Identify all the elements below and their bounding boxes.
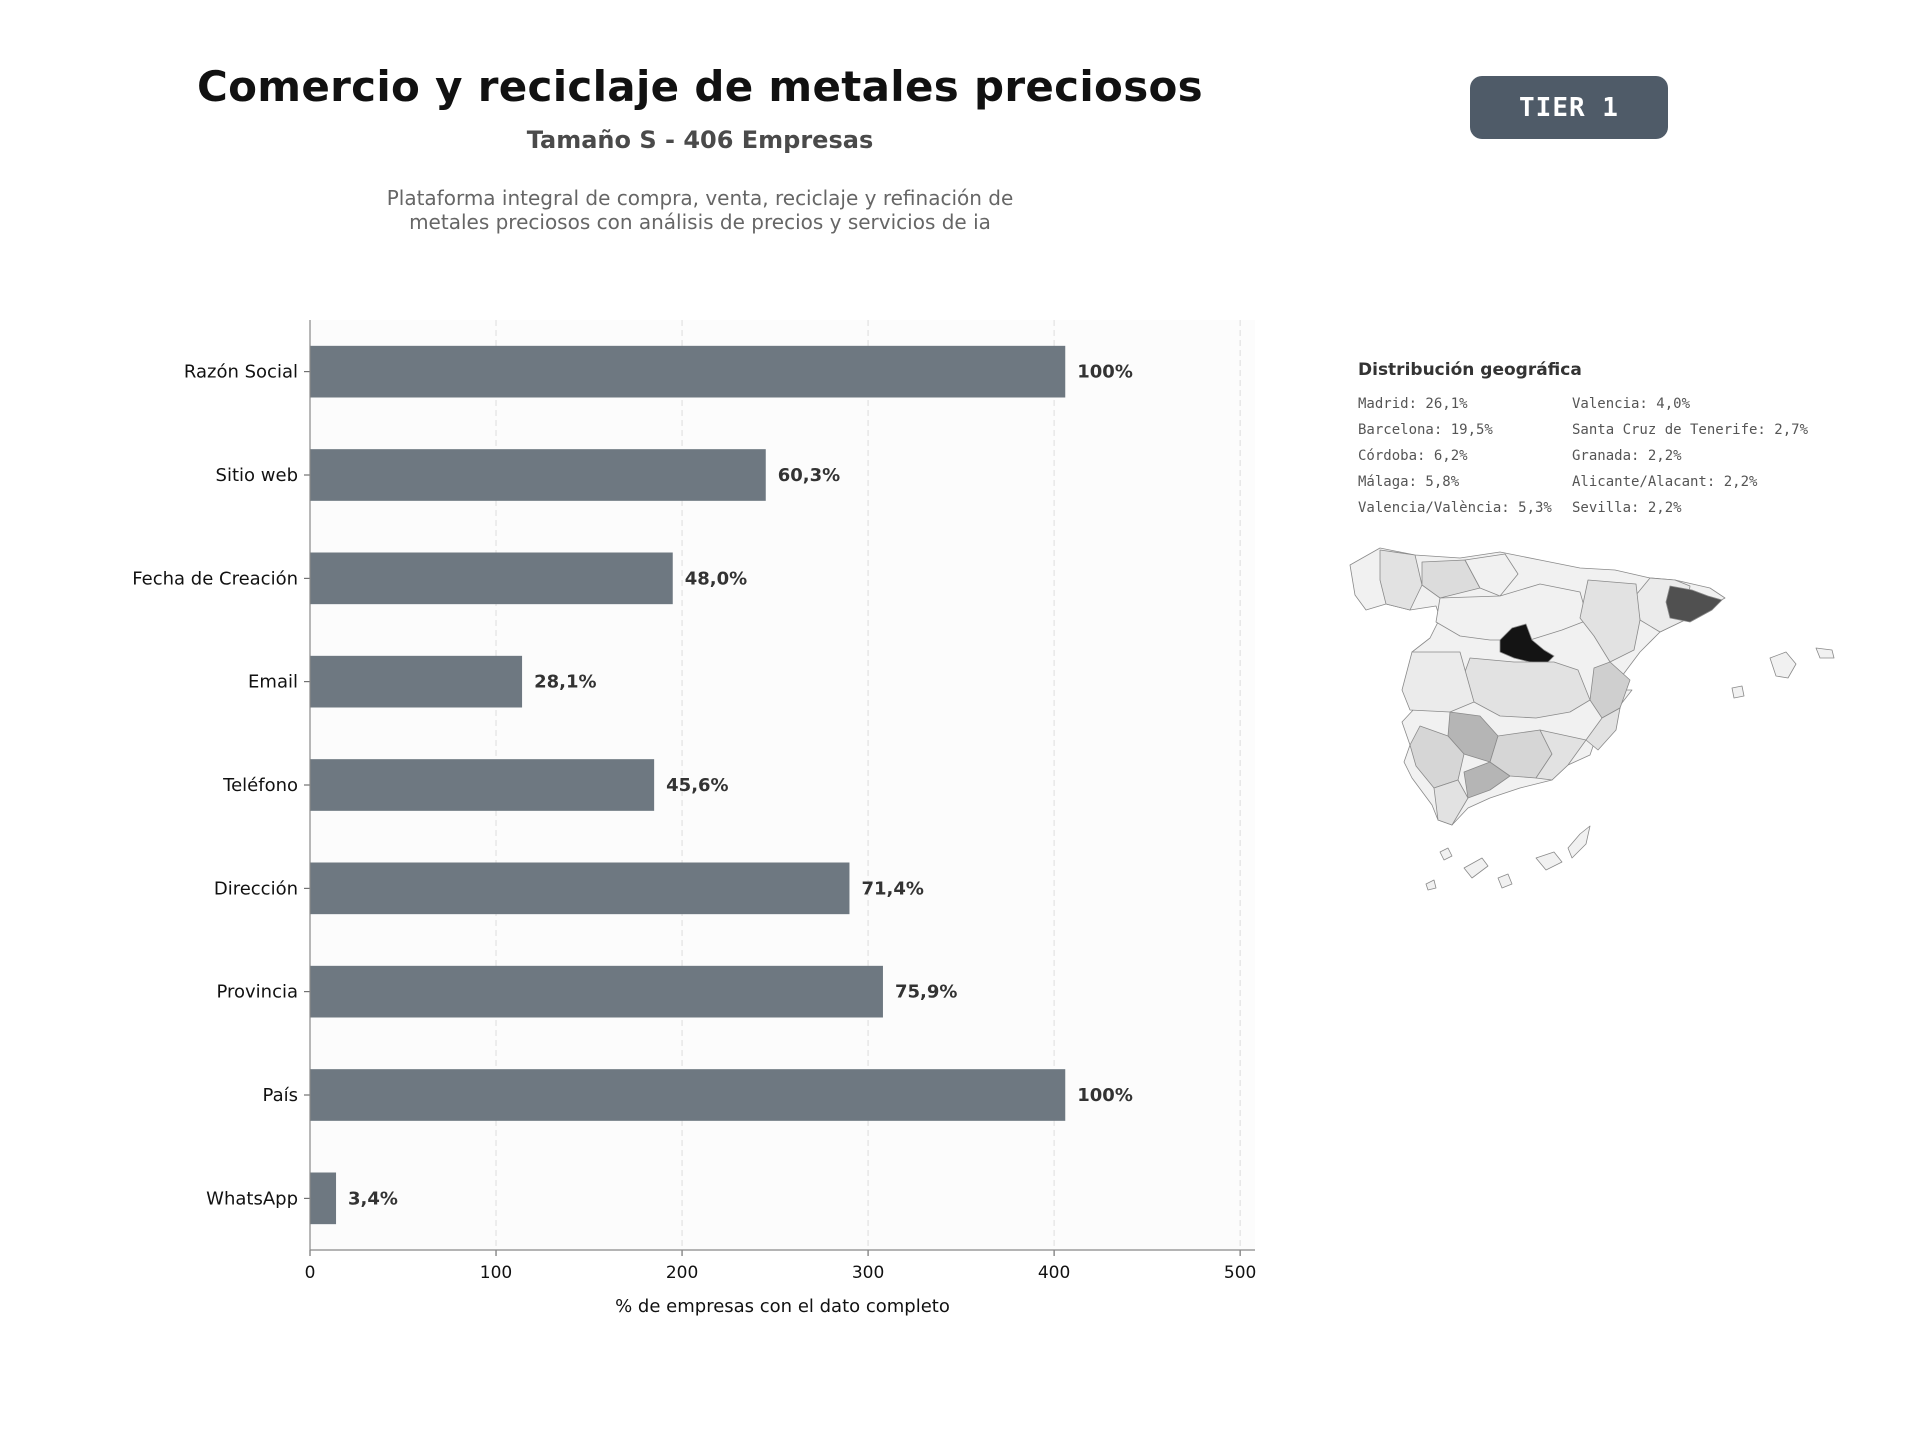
geo-item: Valencia/València: 5,3% bbox=[1358, 500, 1552, 516]
map-madrid bbox=[1499, 623, 1555, 665]
map-malaga bbox=[1463, 761, 1511, 799]
geo-item: Granada: 2,2% bbox=[1572, 448, 1682, 464]
x-tick-label: 400 bbox=[1038, 1263, 1070, 1283]
map-canary-2 bbox=[1463, 857, 1489, 879]
bar bbox=[310, 759, 655, 811]
map-canary-3 bbox=[1497, 873, 1513, 889]
value-label: 100% bbox=[1077, 1085, 1133, 1106]
map-barcelona bbox=[1665, 585, 1723, 623]
value-label: 28,1% bbox=[534, 672, 596, 693]
category-label: Sitio web bbox=[216, 465, 298, 486]
geo-item: Santa Cruz de Tenerife: 2,7% bbox=[1572, 422, 1809, 438]
x-axis-title: % de empresas con el dato completo bbox=[615, 1296, 950, 1317]
geo-item: Madrid: 26,1% bbox=[1358, 396, 1468, 412]
tier-badge-label: TIER 1 bbox=[1519, 92, 1619, 123]
geo-item: Córdoba: 6,2% bbox=[1358, 448, 1468, 464]
page-description: Plataforma integral de compra, venta, re… bbox=[330, 186, 1070, 234]
header: Comercio y reciclaje de metales precioso… bbox=[0, 0, 1400, 260]
map-cadiz bbox=[1433, 779, 1469, 826]
value-label: 45,6% bbox=[666, 775, 728, 796]
bar bbox=[310, 1069, 1066, 1121]
map-canary-5 bbox=[1567, 825, 1591, 859]
value-label: 3,4% bbox=[348, 1188, 398, 1209]
category-label: Email bbox=[248, 672, 298, 693]
bar-chart: 0 100 200 300 400 500 Razón Social 100% Sitio we… bbox=[132, 320, 1256, 1317]
bar bbox=[310, 552, 673, 605]
description-line-2: metales preciosos con análisis de precio… bbox=[409, 210, 991, 234]
page-subtitle: Tamaño S - 406 Empresas bbox=[526, 126, 874, 154]
map-north-1 bbox=[1421, 559, 1481, 599]
page-title: Comercio y reciclaje de metales precioso… bbox=[197, 62, 1203, 111]
bar bbox=[310, 1172, 337, 1225]
bar bbox=[310, 655, 523, 708]
category-label: País bbox=[263, 1085, 298, 1106]
value-label: 75,9% bbox=[895, 982, 957, 1003]
x-tick-label: 100 bbox=[480, 1263, 512, 1283]
geo-item: Málaga: 5,8% bbox=[1358, 474, 1460, 490]
bar bbox=[310, 965, 883, 1018]
x-tick-label: 0 bbox=[305, 1263, 316, 1283]
map-menorca bbox=[1815, 647, 1835, 659]
geo-item: Barcelona: 19,5% bbox=[1358, 422, 1493, 438]
geo-list: Madrid: 26,1% Valencia: 4,0% Barcelona: 19… bbox=[1358, 394, 1878, 518]
geo-item: Valencia: 4,0% bbox=[1572, 396, 1691, 412]
x-tick-label: 500 bbox=[1224, 1263, 1256, 1283]
geo-item: Sevilla: 2,2% bbox=[1572, 500, 1682, 516]
map-ibiza bbox=[1731, 685, 1745, 699]
bar bbox=[310, 345, 1066, 398]
geo-distribution: Distribución geográfica Madrid: 26,1% Val… bbox=[1358, 360, 1878, 518]
bar bbox=[310, 449, 766, 501]
value-label: 48,0% bbox=[685, 568, 747, 589]
value-label: 71,4% bbox=[861, 878, 923, 899]
category-label: WhatsApp bbox=[206, 1188, 298, 1209]
x-tick-label: 200 bbox=[666, 1263, 698, 1283]
map-galicia bbox=[1379, 549, 1423, 611]
description-line-1: Plataforma integral de compra, venta, re… bbox=[386, 186, 1014, 210]
tier-badge: TIER 1 bbox=[1470, 76, 1668, 139]
bar bbox=[310, 862, 850, 915]
map-alicante bbox=[1585, 707, 1621, 751]
map-canary-4 bbox=[1535, 851, 1563, 871]
map-canary-1 bbox=[1439, 847, 1453, 861]
map-cyl bbox=[1435, 583, 1589, 641]
map-north-2 bbox=[1464, 553, 1519, 597]
value-label: 60,3% bbox=[778, 465, 840, 486]
geo-title: Distribución geográfica bbox=[1358, 360, 1582, 380]
category-label: Teléfono bbox=[222, 775, 298, 796]
map-aragon bbox=[1579, 579, 1641, 663]
map-almeria bbox=[1535, 729, 1587, 781]
x-tick-label: 300 bbox=[852, 1263, 884, 1283]
value-label: 100% bbox=[1077, 362, 1133, 383]
category-label: Dirección bbox=[214, 878, 298, 899]
geo-item: Alicante/Alacant: 2,2% bbox=[1572, 474, 1758, 490]
category-label: Razón Social bbox=[184, 362, 298, 383]
map-canary-6 bbox=[1425, 879, 1437, 891]
category-label: Fecha de Creación bbox=[132, 568, 298, 589]
map-mallorca bbox=[1769, 651, 1797, 679]
spain-map bbox=[1349, 547, 1835, 891]
category-label: Provincia bbox=[216, 982, 298, 1003]
